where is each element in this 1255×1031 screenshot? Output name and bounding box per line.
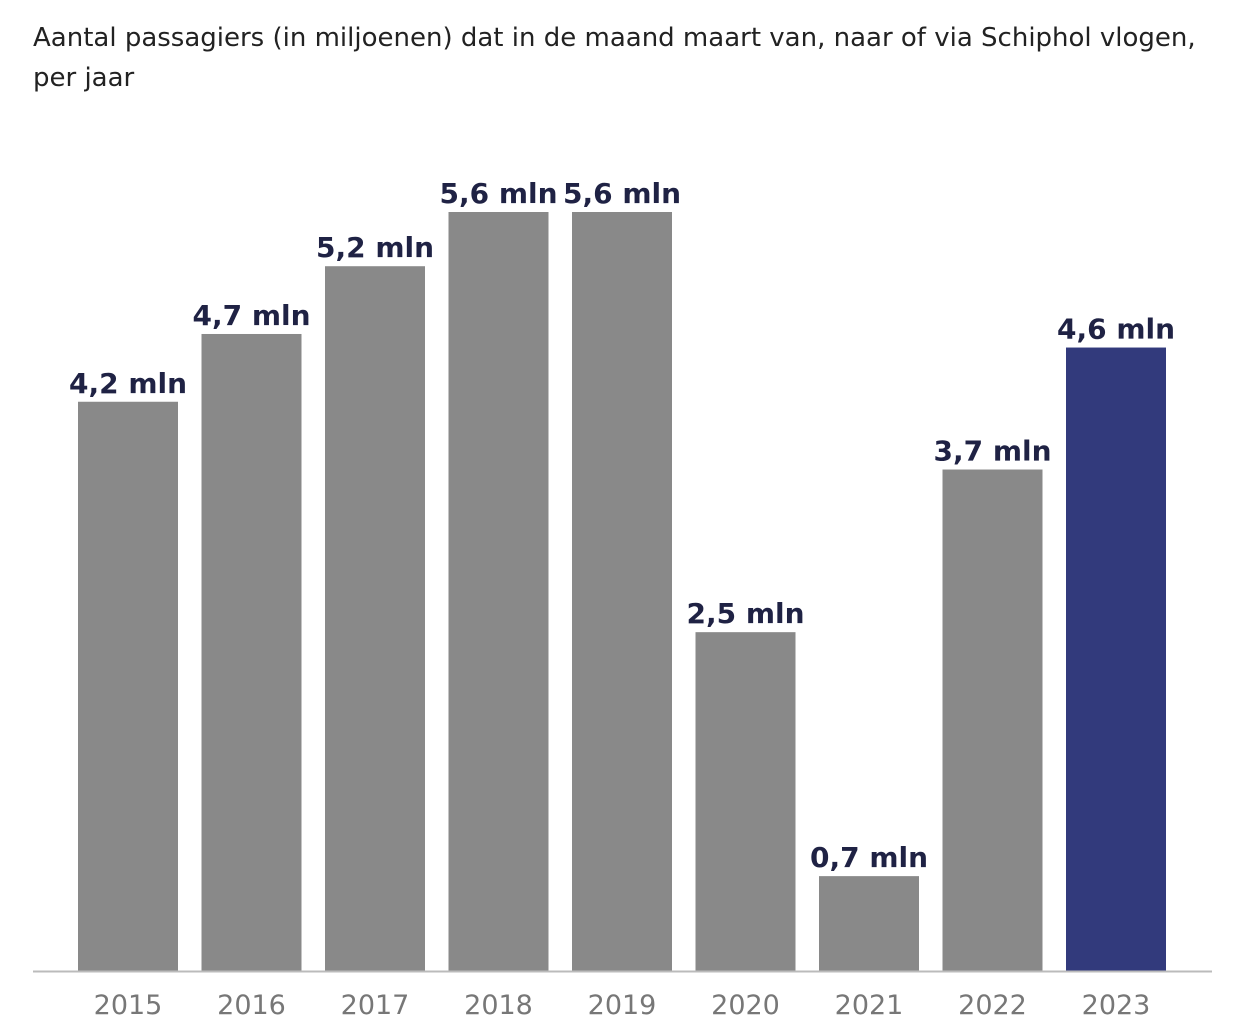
x-tick-label-2015: 2015: [94, 990, 163, 1021]
value-label-2020: 2,5 mln: [686, 597, 804, 630]
tick-labels-group: 2015 2016 2017 2018 2019 2020 2021 2022 2023: [94, 990, 1151, 1021]
bars-group: [78, 212, 1166, 971]
value-label-2018: 5,6 mln: [439, 177, 557, 210]
value-label-2023: 4,6 mln: [1057, 313, 1175, 346]
x-tick-label-2018: 2018: [464, 990, 533, 1021]
bar-2019: [572, 212, 672, 971]
bar-2020: [695, 632, 796, 971]
x-tick-label-2020: 2020: [711, 990, 780, 1021]
bar-2022: [942, 469, 1043, 971]
x-tick-label-2023: 2023: [1082, 990, 1151, 1021]
bar-2021: [819, 876, 919, 971]
bar-2015: [78, 401, 178, 971]
value-label-2015: 4,2 mln: [69, 367, 187, 400]
value-label-2017: 5,2 mln: [316, 231, 434, 264]
x-tick-label-2021: 2021: [835, 990, 904, 1021]
x-tick-label-2022: 2022: [958, 990, 1027, 1021]
bar-2016: [201, 333, 302, 971]
value-label-2021: 0,7 mln: [810, 841, 928, 874]
bar-2023: [1066, 347, 1166, 971]
x-tick-label-2019: 2019: [588, 990, 657, 1021]
x-tick-label-2016: 2016: [217, 990, 286, 1021]
value-label-2022: 3,7 mln: [933, 435, 1051, 468]
bar-2017: [325, 266, 425, 971]
x-tick-label-2017: 2017: [341, 990, 410, 1021]
chart-title: Aantal passagiers (in miljoenen) dat in …: [33, 23, 1196, 93]
value-label-2016: 4,7 mln: [192, 299, 310, 332]
bar-2018: [448, 212, 549, 971]
value-label-2019: 5,6 mln: [563, 177, 681, 210]
